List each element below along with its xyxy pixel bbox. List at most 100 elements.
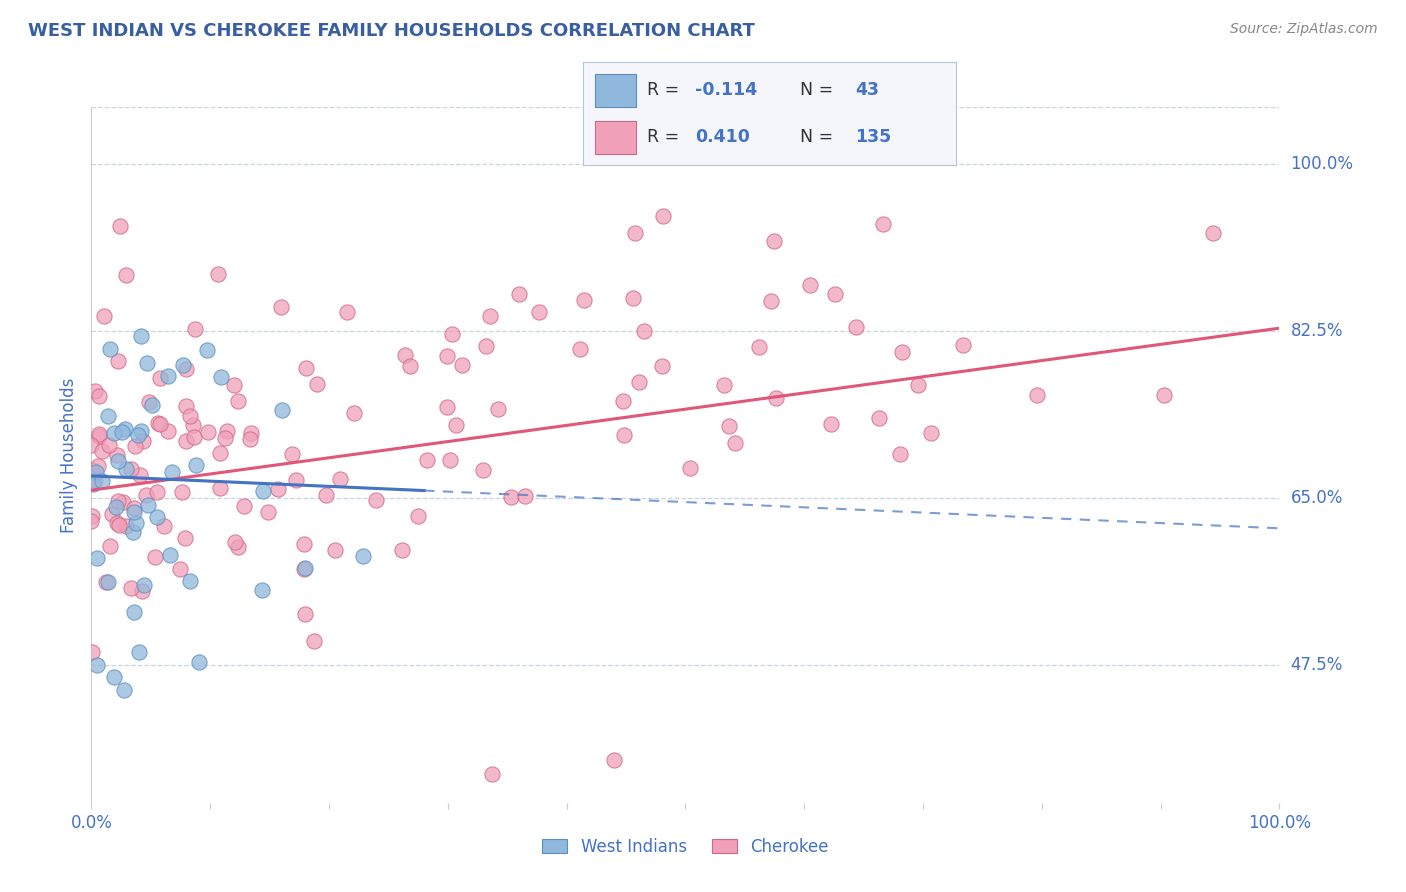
Point — [394, 348, 416, 362]
Point — [120, 462, 142, 476]
Point — [406, 508, 429, 523]
Point — [436, 400, 458, 414]
Point — [292, 562, 315, 576]
Point — [209, 481, 232, 495]
Point — [127, 427, 149, 442]
Point — [252, 582, 274, 597]
Point — [146, 510, 169, 524]
Point — [97, 574, 120, 589]
Point — [1202, 226, 1225, 240]
Point — [159, 548, 181, 562]
Point — [80, 514, 103, 528]
Point — [651, 359, 673, 373]
Point — [239, 425, 262, 440]
Point — [135, 488, 157, 502]
Text: R =: R = — [647, 81, 685, 99]
Point — [209, 369, 232, 384]
Point — [124, 501, 146, 516]
Point — [713, 378, 735, 392]
Text: 100.0%: 100.0% — [1291, 155, 1354, 173]
Point — [179, 574, 201, 588]
Point — [1153, 388, 1175, 402]
Point — [724, 435, 747, 450]
Point — [80, 438, 103, 452]
Text: -0.114: -0.114 — [695, 81, 758, 99]
Point — [508, 287, 530, 301]
Point — [612, 394, 634, 409]
Text: 47.5%: 47.5% — [1291, 656, 1343, 673]
Point — [633, 324, 655, 338]
Point — [323, 543, 346, 558]
Point — [146, 417, 169, 431]
Point — [845, 320, 868, 334]
Point — [80, 463, 103, 477]
Point — [627, 375, 650, 389]
Point — [336, 304, 359, 318]
Point — [87, 429, 110, 443]
Point — [214, 431, 236, 445]
Point — [329, 472, 352, 486]
Point — [172, 358, 194, 372]
Point — [108, 518, 131, 533]
Point — [572, 293, 595, 307]
Point — [391, 542, 413, 557]
Point — [128, 645, 150, 659]
Point — [129, 328, 152, 343]
Text: 43: 43 — [855, 81, 880, 99]
Point — [603, 753, 626, 767]
Point — [84, 474, 107, 488]
Point — [103, 425, 125, 440]
Point — [114, 461, 136, 475]
Point — [87, 426, 110, 441]
Point — [215, 424, 238, 438]
Point — [868, 410, 890, 425]
Point — [652, 209, 675, 223]
Point — [148, 371, 170, 385]
Point — [149, 417, 172, 431]
Text: 65.0%: 65.0% — [1291, 489, 1343, 507]
Point — [439, 452, 461, 467]
Point — [156, 369, 179, 384]
Point — [90, 444, 112, 458]
Point — [162, 465, 184, 479]
Point — [145, 550, 167, 565]
Point — [82, 477, 104, 491]
Point — [184, 458, 207, 472]
Point — [136, 498, 159, 512]
Point — [87, 389, 110, 403]
Point — [84, 465, 107, 479]
Point — [315, 487, 337, 501]
Text: 82.5%: 82.5% — [1291, 322, 1343, 340]
Point — [889, 447, 911, 461]
Point — [153, 519, 176, 533]
Point — [124, 505, 146, 519]
Point — [174, 362, 197, 376]
Text: 135: 135 — [855, 128, 891, 146]
Point — [824, 287, 846, 301]
Point — [568, 342, 591, 356]
Point — [135, 356, 157, 370]
Point — [479, 309, 502, 323]
Point — [952, 338, 974, 352]
Point — [207, 267, 229, 281]
Point — [115, 268, 138, 282]
Point — [305, 377, 328, 392]
Point — [294, 560, 316, 574]
Point — [86, 551, 108, 566]
Text: Source: ZipAtlas.com: Source: ZipAtlas.com — [1230, 22, 1378, 37]
Point — [891, 345, 914, 359]
Point — [416, 453, 439, 467]
Point — [920, 425, 942, 440]
Point — [174, 434, 197, 448]
Point — [621, 291, 644, 305]
Point — [105, 448, 128, 462]
Point — [103, 670, 125, 684]
Point — [679, 461, 702, 475]
Point — [267, 482, 290, 496]
Point — [125, 516, 148, 530]
Point — [174, 399, 197, 413]
Point — [90, 475, 112, 489]
Point — [157, 424, 180, 438]
Point — [270, 301, 292, 315]
Point — [129, 424, 152, 438]
